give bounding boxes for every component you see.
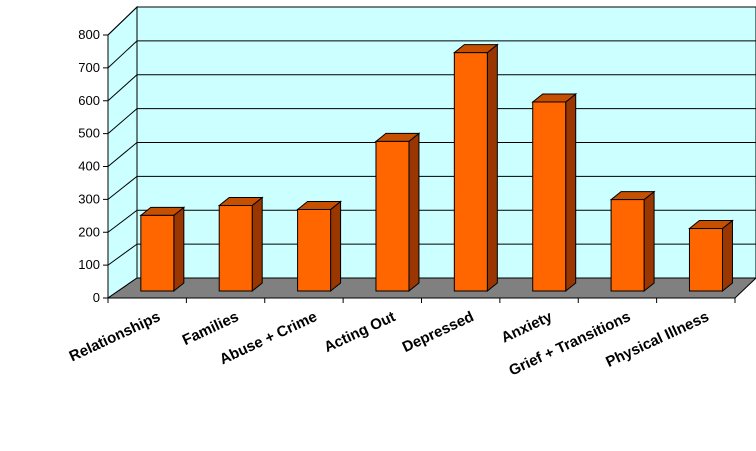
gridline-side: [107, 74, 138, 102]
y-tick-label: 200: [78, 224, 100, 239]
x-category-label: Relationships: [67, 308, 163, 365]
bar-side: [721, 219, 733, 293]
bar: [531, 92, 578, 293]
y-tick-label: 300: [78, 191, 100, 206]
bar: [609, 190, 656, 293]
y-tick-label: 600: [78, 93, 100, 108]
bar-side: [408, 132, 420, 293]
bar-front: [140, 214, 175, 292]
x-category-label: Depressed: [400, 308, 477, 356]
bar-front: [218, 205, 253, 292]
bar: [688, 219, 734, 293]
gridline-side: [107, 209, 138, 233]
x-category-label: Anxiety: [499, 308, 556, 347]
bar-front: [688, 228, 723, 292]
bar: [374, 132, 421, 293]
y-tick-label: 0: [93, 290, 100, 305]
gridline-side: [107, 40, 138, 69]
bar-front: [453, 52, 488, 292]
bar-side: [643, 190, 655, 293]
chart-floor: [106, 277, 756, 299]
y-tick-label: 800: [78, 27, 100, 42]
gridline-side: [107, 142, 138, 167]
gridline-side: [107, 108, 138, 135]
bar-front: [610, 199, 645, 292]
bar: [452, 43, 499, 293]
gridline-side: [107, 175, 138, 200]
bar-front: [532, 101, 567, 292]
gridline-side: [107, 243, 138, 266]
gridline-side: [107, 6, 138, 36]
bars: [139, 43, 734, 293]
bar-side: [565, 92, 577, 293]
bar-side: [486, 43, 498, 293]
bar: [139, 206, 186, 293]
bar-side: [251, 196, 263, 293]
y-tick-label: 500: [78, 126, 100, 141]
bar: [296, 200, 343, 293]
bar-front: [297, 208, 332, 292]
bar-side: [330, 200, 342, 293]
bar: [217, 196, 264, 293]
y-tick-label: 400: [78, 159, 100, 174]
y-tick-label: 100: [78, 257, 100, 272]
bar-side: [173, 206, 185, 293]
x-category-label: Families: [180, 308, 242, 349]
y-axis: 0 100 200 300 400 500 600 700 800: [78, 27, 109, 305]
y-tick-label: 700: [78, 60, 100, 75]
x-category-label: Acting Out: [321, 308, 398, 356]
bar-front: [375, 140, 410, 292]
